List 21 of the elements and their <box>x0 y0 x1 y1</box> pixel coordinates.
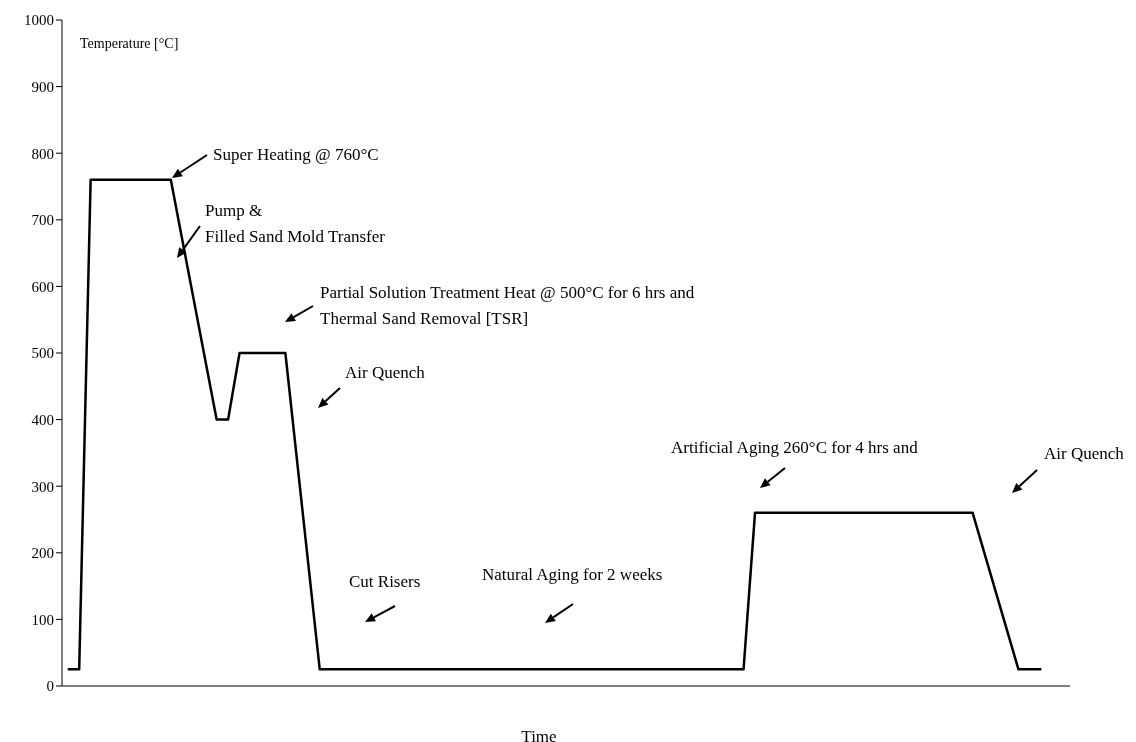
y-tick-label: 700 <box>31 212 54 229</box>
y-tick-label: 800 <box>31 145 54 162</box>
x-axis-title: Time <box>521 727 557 742</box>
annotation: Air Quench <box>1044 444 1125 463</box>
y-tick-label: 100 <box>31 611 54 628</box>
y-tick-label: 1000 <box>24 12 54 29</box>
y-tick-label: 400 <box>31 411 54 428</box>
y-tick-label: 600 <box>31 278 54 295</box>
annotation: Air Quench <box>345 363 426 382</box>
annotation: Natural Aging for 2 weeks <box>482 565 663 584</box>
y-tick-label: 300 <box>31 478 54 495</box>
y-tick-label: 500 <box>31 345 54 362</box>
annotation: Artificial Aging 260°C for 4 hrs and <box>671 438 919 457</box>
y-tick-label: 0 <box>46 678 54 695</box>
annotation: Super Heating @ 760°C <box>213 145 379 164</box>
annotation: Pump & Filled Sand Mold Transfer <box>205 201 386 246</box>
y-tick-label: 900 <box>31 78 54 95</box>
y-axis-title: Temperature [°C] <box>80 36 179 51</box>
y-tick-label: 200 <box>31 545 54 562</box>
annotation: Partial Solution Treatment Heat @ 500°C for 6 hrs and Thermal Sand Removal [TSR] <box>320 283 695 328</box>
annotation: Cut Risers <box>349 572 421 591</box>
